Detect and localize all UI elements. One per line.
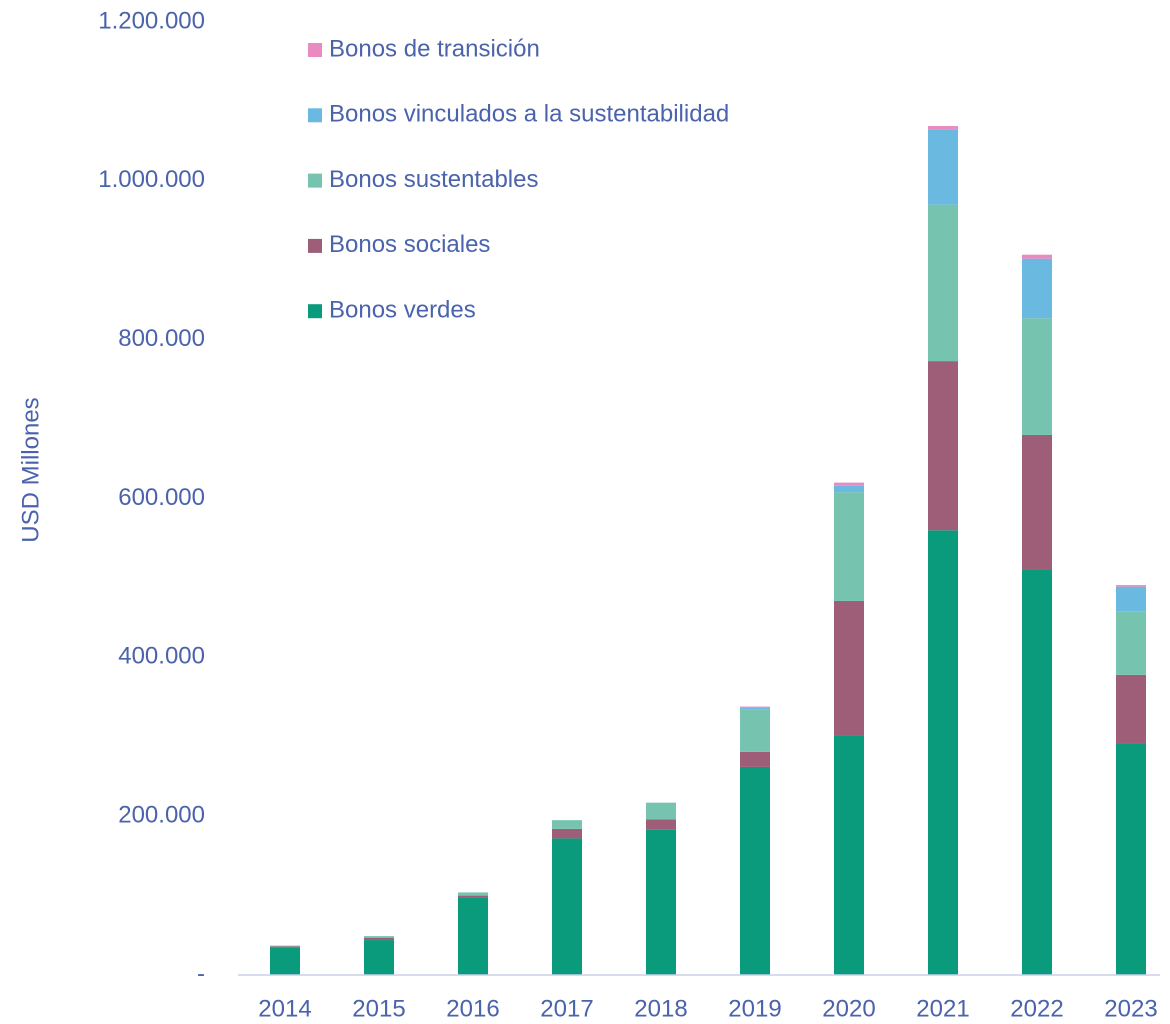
y-tick-label: 600.000 bbox=[118, 484, 205, 511]
bar-segment bbox=[740, 706, 770, 708]
x-tick-label: 2017 bbox=[540, 995, 593, 1022]
bar-segment bbox=[928, 129, 958, 205]
bar-segment bbox=[740, 766, 770, 975]
bar-segment bbox=[1022, 258, 1052, 319]
y-tick-label: - bbox=[197, 960, 205, 987]
bar-segment bbox=[646, 802, 676, 820]
legend-swatch bbox=[308, 43, 322, 57]
bar-segment bbox=[1022, 318, 1052, 435]
bar-segment bbox=[270, 945, 300, 947]
bar-segment bbox=[834, 492, 864, 601]
bar-segment bbox=[834, 600, 864, 736]
bar-segment bbox=[1116, 585, 1146, 587]
y-tick-label: 400.000 bbox=[118, 643, 205, 670]
bar-segment bbox=[928, 530, 958, 975]
bar-segment bbox=[364, 936, 394, 938]
bar-segment bbox=[458, 895, 488, 898]
bar-segment bbox=[1116, 674, 1146, 744]
legend-swatch bbox=[308, 108, 322, 123]
bar-segment bbox=[646, 829, 676, 975]
bar-segment bbox=[552, 820, 582, 829]
legend-label: Bonos de transición bbox=[329, 35, 540, 62]
y-tick-label: 200.000 bbox=[118, 802, 205, 829]
y-tick-label: 1.200.000 bbox=[98, 7, 205, 34]
bar-segment bbox=[834, 482, 864, 486]
y-tick-label: 1.000.000 bbox=[98, 166, 205, 193]
bar-segment bbox=[740, 751, 770, 767]
bar-segment bbox=[364, 940, 394, 975]
bar-segment bbox=[928, 361, 958, 531]
legend-label: Bonos sustentables bbox=[329, 166, 538, 193]
bar-segment bbox=[1116, 586, 1146, 612]
bar-segment bbox=[458, 897, 488, 975]
x-tick-label: 2021 bbox=[916, 995, 969, 1022]
legend-swatch bbox=[308, 173, 322, 188]
bar-segment bbox=[1022, 569, 1052, 975]
bar-segment bbox=[270, 946, 300, 948]
x-tick-label: 2020 bbox=[822, 995, 875, 1022]
y-tick-label: 800.000 bbox=[118, 325, 205, 352]
x-tick-label: 2014 bbox=[258, 995, 311, 1022]
bar-segment bbox=[1116, 611, 1146, 675]
bar-segment bbox=[646, 819, 676, 830]
bar-segment bbox=[1022, 434, 1052, 570]
x-tick-label: 2016 bbox=[446, 995, 499, 1022]
x-tick-label: 2023 bbox=[1104, 995, 1157, 1022]
bar-segment bbox=[458, 892, 488, 896]
legend-label: Bonos vinculados a la sustentabilidad bbox=[329, 101, 729, 128]
bar-segment bbox=[834, 485, 864, 493]
bar-segment bbox=[364, 937, 394, 941]
legend-label: Bonos verdes bbox=[329, 297, 476, 324]
bar-segment bbox=[740, 707, 770, 710]
legend-swatch bbox=[308, 238, 322, 253]
bar-segment bbox=[1022, 254, 1052, 259]
bar-segment bbox=[928, 204, 958, 362]
y-axis-label: USD Millones bbox=[17, 397, 44, 542]
x-tick-label: 2015 bbox=[352, 995, 405, 1022]
x-tick-label: 2018 bbox=[634, 995, 687, 1022]
bar-segment bbox=[1116, 743, 1146, 975]
bar-segment bbox=[740, 709, 770, 752]
bar-segment bbox=[552, 828, 582, 839]
bar-segment bbox=[928, 126, 958, 130]
bar-segment bbox=[270, 947, 300, 975]
bar-segment bbox=[552, 838, 582, 975]
legend-label: Bonos sociales bbox=[329, 231, 490, 258]
x-tick-label: 2019 bbox=[728, 995, 781, 1022]
legend-swatch bbox=[308, 304, 322, 319]
bar-segment bbox=[834, 735, 864, 975]
x-tick-label: 2022 bbox=[1010, 995, 1063, 1022]
